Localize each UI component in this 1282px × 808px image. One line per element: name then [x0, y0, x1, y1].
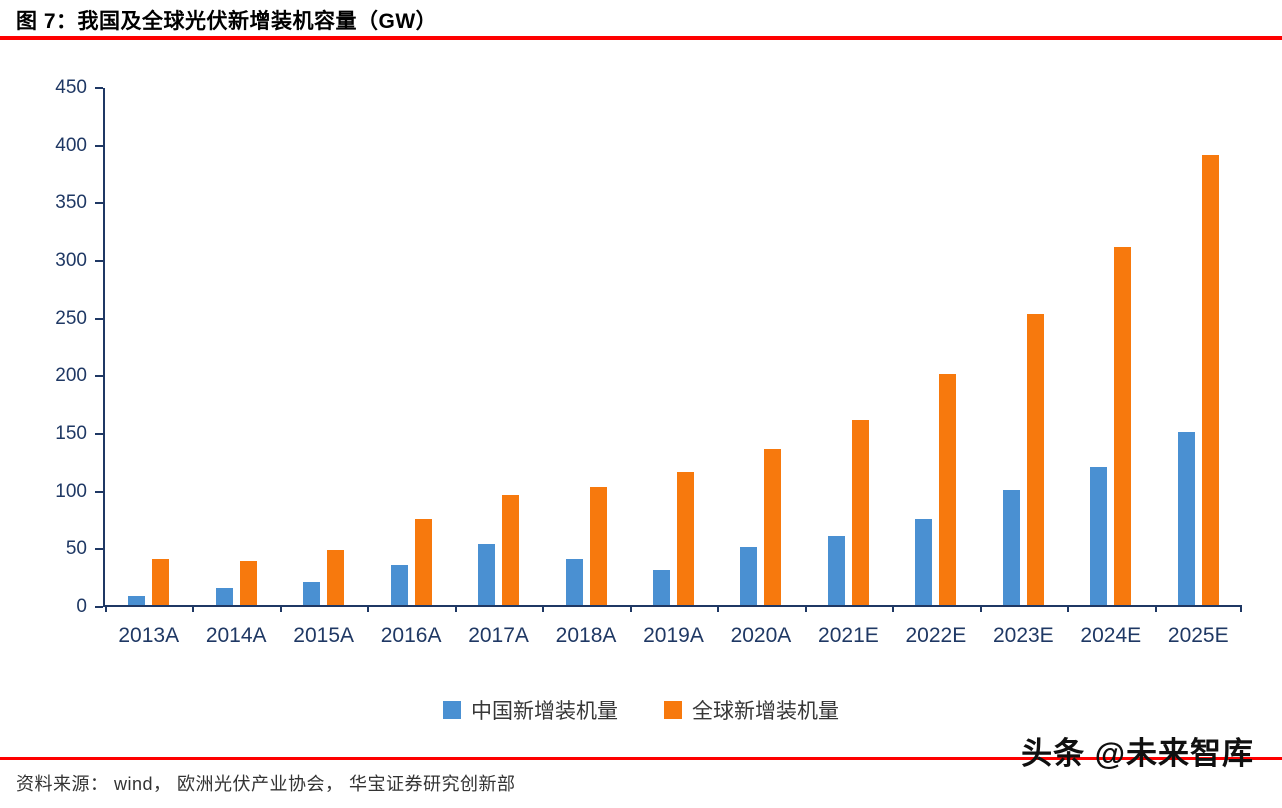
x-axis-label-2014A: 2014A: [205, 624, 267, 647]
bar-china-2018A: [565, 558, 583, 605]
x-tick-mark: [105, 605, 107, 612]
bar-global-2014A: [239, 561, 257, 605]
y-tick-mark: [95, 202, 103, 205]
bar-global-2016A: [414, 518, 432, 605]
y-axis: 0 50 100 150 200 250 300 350 400 450: [0, 77, 103, 617]
y-tick-label: 200: [55, 365, 87, 387]
x-tick-mark: [367, 605, 370, 612]
y-tick-mark: [95, 433, 103, 435]
y-tick-mark: [95, 260, 103, 262]
bar-china-2020A: [740, 547, 758, 605]
legend-swatch: [664, 701, 682, 719]
y-tick-mark: [95, 490, 103, 493]
x-tick-mark: [804, 605, 807, 612]
bar-china-2013A: [128, 595, 146, 605]
x-axis: 2013A 2014A 2015A 2016A 2017A 2018A 2019A 2020A…: [105, 624, 1242, 656]
y-tick-mark: [95, 548, 103, 551]
y-tick-mark: [95, 87, 103, 89]
chart-legend: 中国新增装机量 全球新增装机量: [0, 695, 1282, 725]
bar-china-2015A: [303, 581, 321, 605]
bar-china-2019A: [653, 570, 670, 605]
y-tick-label: 150: [55, 423, 87, 444]
y-tick-label: 250: [55, 307, 87, 329]
x-tick-mark: [717, 605, 720, 612]
source-note: 资料来源： wind， 欧洲光伏产业协会， 华宝证券研究创新部: [16, 774, 516, 794]
x-axis-label-2025E: 2025E: [1167, 624, 1229, 647]
y-tick-label: 100: [55, 480, 87, 502]
watermark: 头条 @未来智库: [1021, 736, 1254, 771]
bar-china-2016A: [390, 564, 408, 605]
bar-china-2024E: [1090, 466, 1108, 605]
y-tick-mark: [95, 144, 103, 147]
x-axis-label-2013A: 2013A: [118, 624, 180, 647]
x-tick-mark: [192, 605, 195, 612]
x-axis-label-2017A: 2017A: [468, 624, 529, 647]
bar-china-2021E: [827, 535, 845, 605]
y-tick-label: 450: [55, 77, 87, 98]
bar-global-2015A: [327, 549, 345, 605]
x-axis-label-2019A: 2019A: [643, 624, 704, 647]
legend-item-global: 全球新增装机量: [664, 695, 839, 725]
legend-label: 全球新增装机量: [692, 700, 839, 723]
x-axis-label-2023E: 2023E: [992, 624, 1054, 647]
y-tick-label: 400: [55, 134, 87, 156]
x-tick-mark: [454, 605, 457, 612]
bottom-red-divider: [0, 757, 1282, 760]
legend-swatch: [443, 701, 461, 719]
bar-global-2020A: [764, 449, 782, 605]
bar-global-2022E: [939, 374, 957, 605]
x-tick-mark: [542, 605, 545, 612]
x-axis-label-2018A: 2018A: [555, 624, 617, 647]
bar-china-2025E: [1177, 432, 1195, 605]
figure-title: 图 7：我国及全球光伏新增装机容量（GW）: [16, 10, 438, 33]
bar-global-2019A: [677, 472, 694, 605]
bar-global-2017A: [502, 495, 520, 605]
x-tick-mark: [979, 605, 982, 612]
bar-global-2021E: [851, 420, 869, 605]
y-tick-label: 300: [55, 250, 87, 271]
y-tick-mark: [95, 375, 103, 378]
bar-china-2022E: [915, 518, 933, 605]
bar-global-2025E: [1201, 155, 1219, 605]
x-axis-label-2015A: 2015A: [293, 624, 355, 647]
bar-global-2018A: [589, 487, 607, 605]
x-axis-label-2016A: 2016A: [380, 624, 442, 647]
bar-china-2017A: [478, 543, 496, 605]
x-tick-mark: [1240, 605, 1242, 612]
x-axis-label-2024E: 2024E: [1080, 624, 1142, 647]
y-tick-mark: [95, 606, 103, 608]
bar-china-2014A: [215, 587, 233, 605]
bar-china-2023E: [1002, 489, 1020, 605]
x-tick-mark: [629, 605, 632, 612]
bar-global-2023E: [1026, 314, 1044, 605]
x-axis-label-2021E: 2021E: [818, 624, 879, 647]
x-axis-label-2022E: 2022E: [905, 624, 967, 647]
legend-label: 中国新增装机量: [471, 700, 618, 723]
y-tick-mark: [95, 317, 103, 320]
x-tick-mark: [1154, 605, 1157, 612]
x-tick-mark: [892, 605, 895, 612]
y-tick-label: 0: [76, 596, 87, 617]
x-tick-mark: [279, 605, 282, 612]
top-red-divider: [0, 36, 1282, 40]
y-tick-label: 350: [55, 192, 87, 214]
bar-chart-plot-area: [103, 88, 1242, 612]
legend-item-china: 中国新增装机量: [443, 695, 618, 725]
bar-global-2024E: [1114, 247, 1132, 605]
y-tick-label: 50: [65, 538, 87, 560]
x-axis-label-2020A: 2020A: [730, 624, 792, 647]
x-tick-mark: [1067, 605, 1070, 612]
bar-global-2013A: [152, 558, 170, 605]
